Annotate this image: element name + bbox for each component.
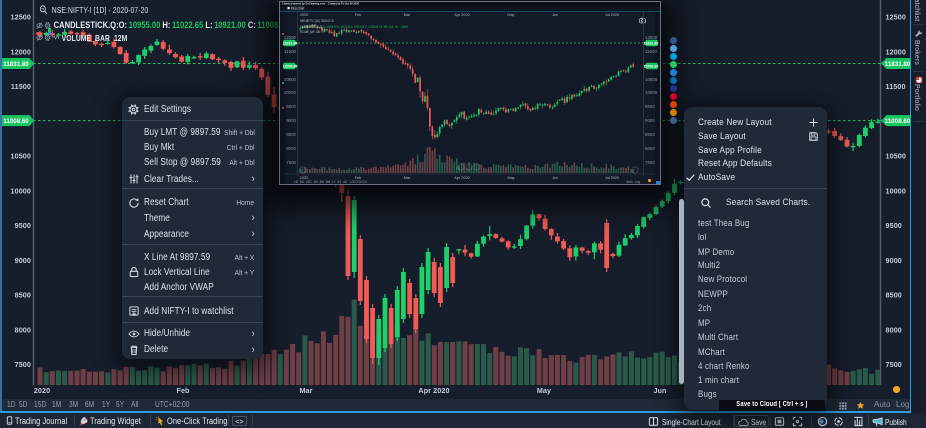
svg-text:Feb: Feb xyxy=(176,386,190,395)
svg-text:10000: 10000 xyxy=(886,186,907,195)
svg-text:11831.80: 11831.80 xyxy=(885,61,911,68)
svg-text:12000: 12000 xyxy=(11,47,32,56)
svg-text:12000: 12000 xyxy=(886,47,907,56)
svg-text:8000: 8000 xyxy=(15,325,31,334)
svg-text:11500: 11500 xyxy=(886,82,906,91)
svg-text:7500: 7500 xyxy=(886,360,902,369)
svg-text:May: May xyxy=(537,386,551,395)
svg-text:11008.60: 11008.60 xyxy=(885,118,911,125)
svg-text:10500: 10500 xyxy=(11,152,32,161)
svg-text:11831.80: 11831.80 xyxy=(3,61,29,68)
svg-text:9000: 9000 xyxy=(15,256,31,265)
svg-text:7500: 7500 xyxy=(15,360,31,369)
svg-text:9000: 9000 xyxy=(886,256,902,265)
svg-text:10000: 10000 xyxy=(11,186,32,195)
svg-text:Apr 2020: Apr 2020 xyxy=(418,386,449,395)
svg-text:8500: 8500 xyxy=(886,291,902,300)
svg-text:9500: 9500 xyxy=(886,221,902,230)
svg-text:10500: 10500 xyxy=(886,152,907,161)
svg-text:Jun: Jun xyxy=(653,386,666,395)
svg-text:12500: 12500 xyxy=(886,13,907,22)
svg-text:12500: 12500 xyxy=(11,13,32,22)
svg-text:Mar: Mar xyxy=(299,386,312,395)
svg-text:8000: 8000 xyxy=(886,325,902,334)
svg-text:2020: 2020 xyxy=(34,386,50,395)
svg-text:8500: 8500 xyxy=(15,291,31,300)
svg-text:9500: 9500 xyxy=(15,221,31,230)
svg-text:11500: 11500 xyxy=(11,82,31,91)
svg-text:11008.60: 11008.60 xyxy=(3,118,29,125)
